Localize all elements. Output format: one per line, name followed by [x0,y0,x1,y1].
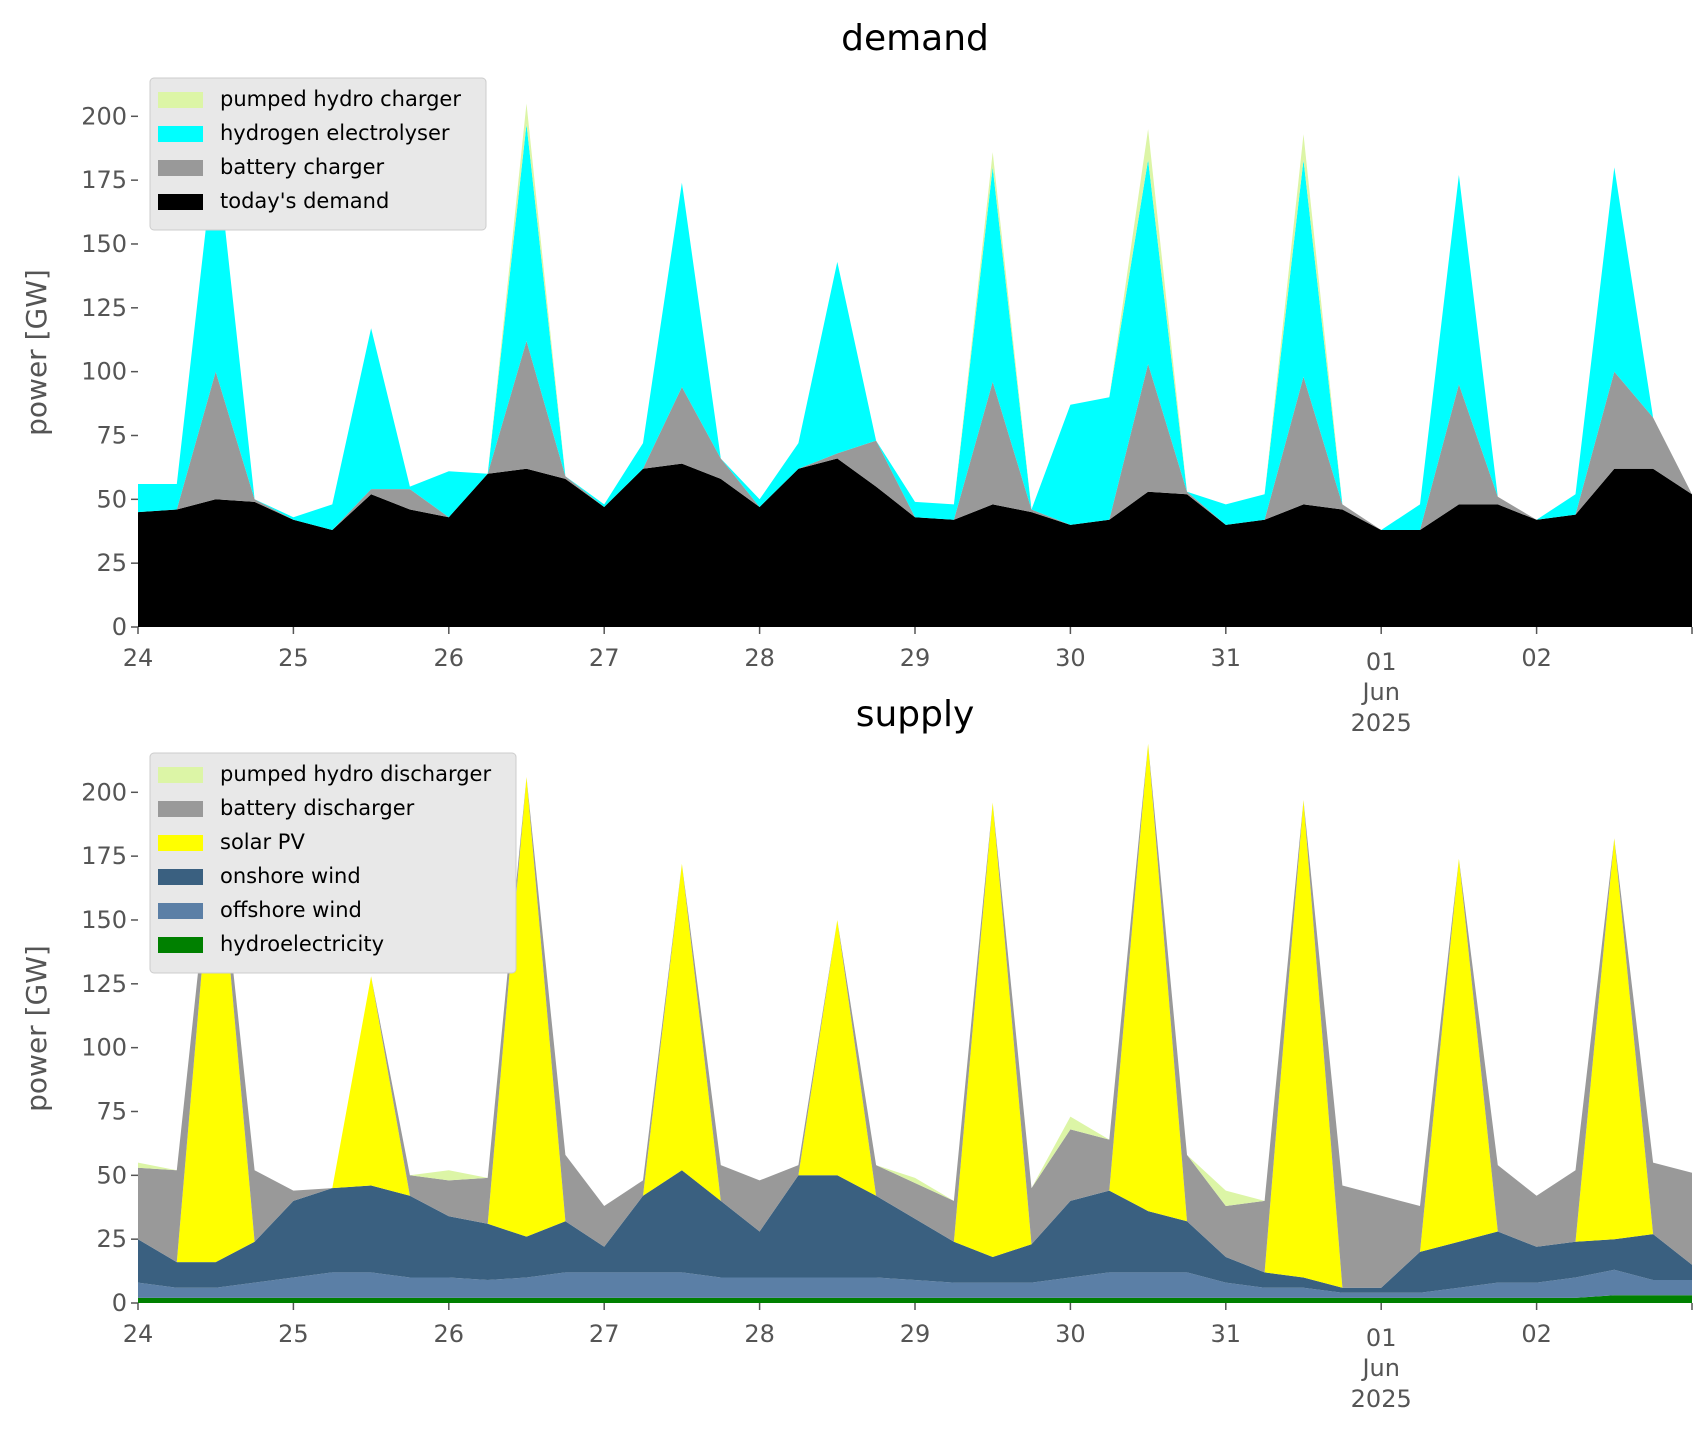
legend-entry: today's demand [220,189,389,213]
y-tick-label: 0 [112,1289,127,1317]
x-tick-label: 25 [278,644,309,672]
legend-entry: battery discharger [220,796,415,820]
x-tick-label: 30 [1055,644,1086,672]
y-tick-label: 75 [96,421,127,449]
y-tick-label: 175 [81,842,127,870]
y-tick-label: 125 [81,970,127,998]
chart-title: supply [856,694,975,735]
y-tick-label: 125 [81,294,127,322]
y-tick-label: 25 [96,549,127,577]
legend-swatch [158,903,203,919]
legend-entry: hydroelectricity [220,932,384,956]
y-axis-label: power [GW] [20,945,53,1112]
x-tick-label: 29 [900,1320,931,1348]
legend-swatch [158,767,203,783]
legend-entry: battery charger [220,155,385,179]
x-tick-label: 28 [744,1320,775,1348]
legend: pumped hydro discharger battery discharge… [149,752,517,974]
x-tick-label: 31 [1211,644,1242,672]
legend: pumped hydro charger hydrogen electrolyse… [149,77,487,231]
x-tick-sublabel: Jun [1360,678,1400,706]
legend-swatch [158,801,203,817]
x-tick-label: 24 [123,644,154,672]
area-battery-charger [138,341,1692,530]
chart-panel-demand: demand 0 25 50 75 100 125 150 175 200 24 25 26 27 28 29… [20,18,1693,737]
y-tick-label: 25 [96,1225,127,1253]
x-tick-label: 25 [278,1320,309,1348]
x-tick-sublabel: 2025 [1351,1385,1412,1413]
y-tick-label: 100 [81,1034,127,1062]
area-battery-discharger [138,743,1692,1288]
chart-panel-supply: supply 0 25 50 75 100 125 150 175 200 24 25 26 27 28 29… [20,694,1693,1413]
legend-swatch [158,126,203,142]
x-tick-label: 26 [434,644,465,672]
x-tick-sublabel: 2025 [1351,709,1412,737]
x-tick-label: 28 [744,644,775,672]
x-tick-label: 27 [589,1320,620,1348]
legend-swatch [158,92,203,108]
x-tick-label: 01 [1366,1324,1397,1352]
y-tick-label: 50 [96,485,127,513]
x-tick-label: 01 [1366,648,1397,676]
y-tick-label: 75 [96,1097,127,1125]
y-axis-label: power [GW] [20,269,53,436]
legend-entry: pumped hydro discharger [220,762,491,786]
area-onshore-wind [138,1170,1692,1293]
legend-entry: hydrogen electrolyser [220,121,450,145]
x-tick-label: 26 [434,1320,465,1348]
area-today-s-demand [138,458,1692,627]
x-tick-label: 24 [123,1320,154,1348]
area-solar-pv [138,743,1692,1288]
x-tick-label: 30 [1055,1320,1086,1348]
legend-swatch [158,835,203,851]
y-tick-label: 150 [81,906,127,934]
y-tick-label: 100 [81,358,127,386]
y-tick-label: 0 [112,613,127,641]
chart-title: demand [841,18,989,59]
x-tick-sublabel: Jun [1360,1354,1400,1382]
legend-swatch [158,160,203,176]
x-tick-label: 27 [589,644,620,672]
legend-entry: onshore wind [220,864,361,888]
x-tick-label: 02 [1521,1320,1552,1348]
legend-box [149,752,517,974]
x-tick-label: 29 [900,644,931,672]
y-tick-label: 50 [96,1161,127,1189]
area-hydroelectricity [138,1295,1692,1303]
legend-swatch [158,869,203,885]
y-tick-label: 150 [81,230,127,258]
area-hydrogen-electrolyser [138,124,1692,530]
y-tick-label: 200 [81,102,127,130]
legend-entry: solar PV [220,830,305,854]
legend-swatch [158,937,203,953]
x-tick-label: 31 [1211,1320,1242,1348]
legend-swatch [158,194,203,210]
legend-box [149,77,487,231]
x-tick-label: 02 [1521,644,1552,672]
y-tick-label: 200 [81,778,127,806]
y-tick-label: 175 [81,166,127,194]
legend-entry: pumped hydro charger [220,87,461,111]
legend-entry: offshore wind [220,898,362,922]
area-offshore-wind [138,1269,1692,1298]
